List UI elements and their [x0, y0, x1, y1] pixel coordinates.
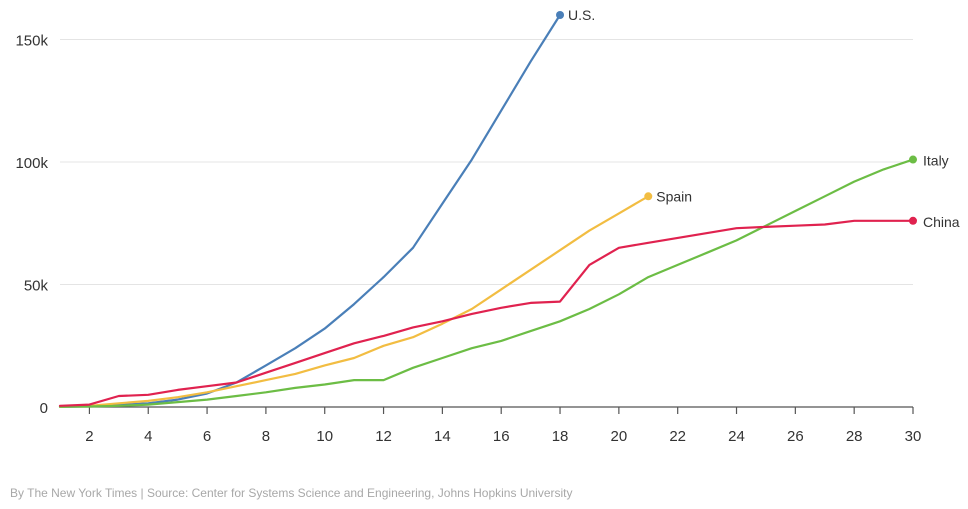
x-tick-label: 10	[316, 428, 333, 445]
x-tick-label: 20	[611, 428, 628, 445]
x-tick-label: 6	[203, 428, 211, 445]
x-tick-label: 8	[262, 428, 270, 445]
x-tick-label: 28	[846, 428, 863, 445]
series-label-us: U.S.	[568, 7, 595, 23]
x-tick-label: 24	[728, 428, 745, 445]
series-end-dot-italy	[909, 155, 917, 164]
y-tick-label: 50k	[24, 278, 49, 295]
y-tick-label: 100k	[15, 155, 48, 172]
y-tick-label: 0	[40, 400, 48, 417]
x-tick-label: 22	[669, 428, 686, 445]
series-label-italy: Italy	[923, 153, 949, 169]
series-label-china: China	[923, 214, 960, 230]
x-axis	[60, 406, 914, 414]
series-lines	[58, 11, 917, 408]
series-line-china	[58, 219, 915, 407]
series-label-spain: Spain	[656, 188, 692, 204]
y-tick-label: 150k	[15, 33, 48, 50]
x-tick-label: 30	[905, 428, 922, 445]
source-credit: By The New York Times | Source: Center f…	[10, 486, 573, 500]
series-end-dot-china	[909, 216, 917, 225]
x-tick-label: 12	[375, 428, 392, 445]
x-tick-label: 16	[493, 428, 510, 445]
x-tick-label: 26	[787, 428, 804, 445]
series-line-spain	[58, 195, 650, 408]
x-tick-label: 14	[434, 428, 451, 445]
gridlines	[60, 39, 913, 285]
series-end-dot-us	[556, 11, 565, 19]
x-tick-label: 18	[552, 428, 569, 445]
series-end-dot-spain	[644, 192, 653, 201]
x-tick-label: 2	[85, 428, 93, 445]
series-line-italy	[58, 158, 915, 408]
x-tick-label: 4	[144, 428, 152, 445]
series-line-us	[58, 13, 562, 408]
